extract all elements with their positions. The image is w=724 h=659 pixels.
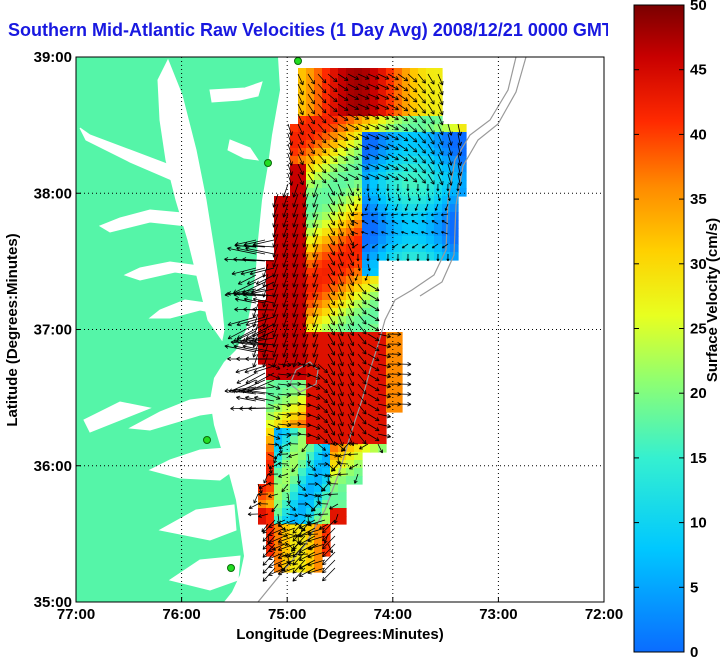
colorbar-tick-label: 45 <box>690 62 707 79</box>
map-grid-lines <box>76 57 604 602</box>
y-tick-label: 38:00 <box>34 185 72 202</box>
colorbar-tick-label: 35 <box>690 191 707 208</box>
x-tick-label: 77:00 <box>57 606 95 623</box>
colorbar-tick-label: 50 <box>690 0 707 14</box>
y-tick-label: 36:00 <box>34 458 72 475</box>
colorbar-tick-label: 10 <box>690 515 707 532</box>
colorbar <box>633 4 685 653</box>
y-tick-label: 37:00 <box>34 322 72 339</box>
colorbar-tick-label: 5 <box>690 579 698 596</box>
y-tick-label: 39:00 <box>34 49 72 66</box>
x-tick-label: 75:00 <box>268 606 306 623</box>
station-marker <box>294 57 302 65</box>
chesapeake-bay <box>79 58 263 591</box>
map-title: Southern Mid-Atlantic Raw Velocities (1 … <box>8 20 608 40</box>
x-axis-ticks: 77:00 76:00 75:00 74:00 73:00 72:00 <box>57 597 623 623</box>
x-tick-label: 72:00 <box>585 606 623 623</box>
station-marker <box>264 159 272 167</box>
bathymetry-contours <box>257 57 527 602</box>
x-tick-label: 76:00 <box>162 606 200 623</box>
y-axis-label: Latitude (Degrees:Minutes) <box>4 233 21 426</box>
y-tick-label: 35:00 <box>34 594 72 611</box>
velocity-vectors <box>224 73 463 582</box>
colorbar-tick-label: 15 <box>690 450 707 467</box>
station-marker <box>203 436 211 444</box>
colorbar-tick-label: 25 <box>690 321 707 338</box>
y-axis-ticks: 39:00 38:00 37:00 36:00 35:00 <box>34 49 81 611</box>
x-tick-label: 74:00 <box>374 606 412 623</box>
colorbar-tick-label: 40 <box>690 126 707 143</box>
x-axis-label: Longitude (Degrees:Minutes) <box>236 626 444 643</box>
colorbar-tick-label: 30 <box>690 256 707 273</box>
colorbar-tick-label: 20 <box>690 385 707 402</box>
x-tick-label: 73:00 <box>479 606 517 623</box>
colorbar-tick-label: 0 <box>690 644 698 659</box>
station-marker <box>227 564 235 572</box>
colorbar-label: Surface Velocity (cm/s) <box>704 218 721 382</box>
